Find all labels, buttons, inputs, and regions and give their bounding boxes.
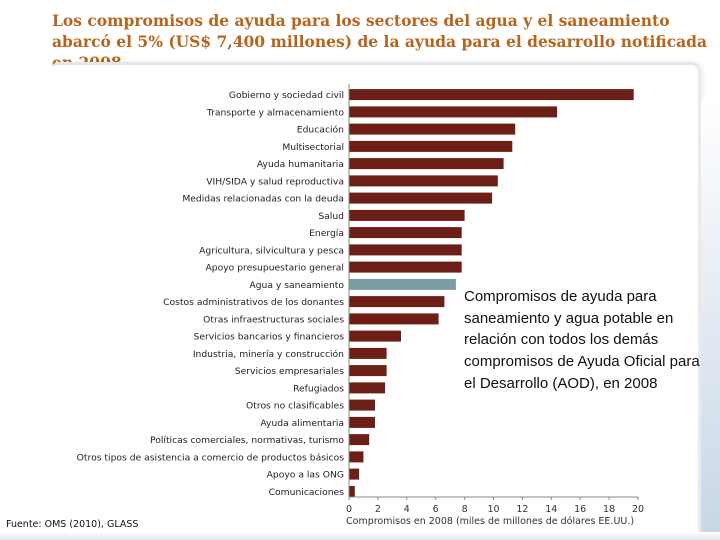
category-label: Agua y saneamiento [249,280,344,291]
category-label: VIH/SIDA y salud reproductiva [206,176,344,187]
bar-10 [349,261,462,273]
bar-19 [349,416,375,428]
bar-11 [349,278,456,290]
bar-6 [349,192,493,204]
bar-12 [349,296,445,308]
bar-1 [349,106,558,118]
category-label: Agricultura, silvicultura y pesca [199,245,344,256]
bar-14 [349,330,401,342]
category-label: Salud [318,211,344,222]
bar-9 [349,244,462,256]
category-label: Industria, minería y construcción [193,349,344,360]
x-tick-label: 10 [487,504,499,515]
bar-5 [349,175,498,187]
x-tick-label: 4 [404,504,410,515]
bar-20 [349,434,370,446]
category-label: Apoyo a las ONG [267,470,344,481]
category-label: Gobierno y sociedad civil [229,90,344,101]
x-tick-label: 16 [574,504,586,515]
category-label: Educación [297,125,344,136]
category-label: Refugiados [293,383,344,394]
category-label: Políticas comerciales, normativas, turis… [150,435,344,446]
x-tick-label: 18 [603,504,615,515]
category-label: Ayuda humanitaria [257,159,344,170]
category-label: Medidas relacionadas con la deuda [182,194,344,205]
category-label: Ayuda alimentaria [260,418,344,429]
x-tick-label: 0 [346,504,352,515]
bar-18 [349,399,375,411]
x-tick-label: 14 [545,504,557,515]
x-tick-label: 12 [516,504,528,515]
bar-3 [349,140,513,152]
x-tick-label: 20 [632,504,644,515]
x-tick-label: 8 [462,504,468,515]
bar-21 [349,451,364,463]
category-label: Energía [309,228,344,239]
category-label: Transporte y almacenamiento [206,107,345,118]
category-label: Servicios bancarios y financieros [194,332,345,343]
category-label: Comunicaciones [269,487,345,498]
source-note: Fuente: OMS (2010), GLASS [6,519,139,530]
x-tick-label: 2 [375,504,381,515]
category-label: Otros tipos de asistencia a comercio de … [77,452,345,463]
category-label: Servicios empresariales [235,366,344,377]
bar-22 [349,468,360,480]
bar-2 [349,123,516,135]
bar-15 [349,347,387,359]
x-tick-label: 6 [433,504,439,515]
decorative-strip [701,100,720,540]
bottom-fade [0,532,720,540]
category-label: Costos administrativos de los donantes [163,297,344,308]
category-label: Multisectorial [282,142,344,153]
bar-8 [349,227,462,239]
bar-0 [349,89,634,101]
category-label: Otros no clasificables [246,401,344,412]
bar-17 [349,382,386,394]
chart-annotation: Compromisos de ayuda para saneamiento y … [464,288,700,392]
category-label: Apoyo presupuestario general [205,263,344,274]
bar-13 [349,313,439,325]
bar-16 [349,365,387,377]
bar-4 [349,158,504,170]
x-axis-title: Compromisos en 2008 (miles de millones d… [346,516,634,527]
bar-23 [349,485,355,497]
bar-7 [349,209,465,221]
category-label: Otras infraestructuras sociales [203,314,344,325]
